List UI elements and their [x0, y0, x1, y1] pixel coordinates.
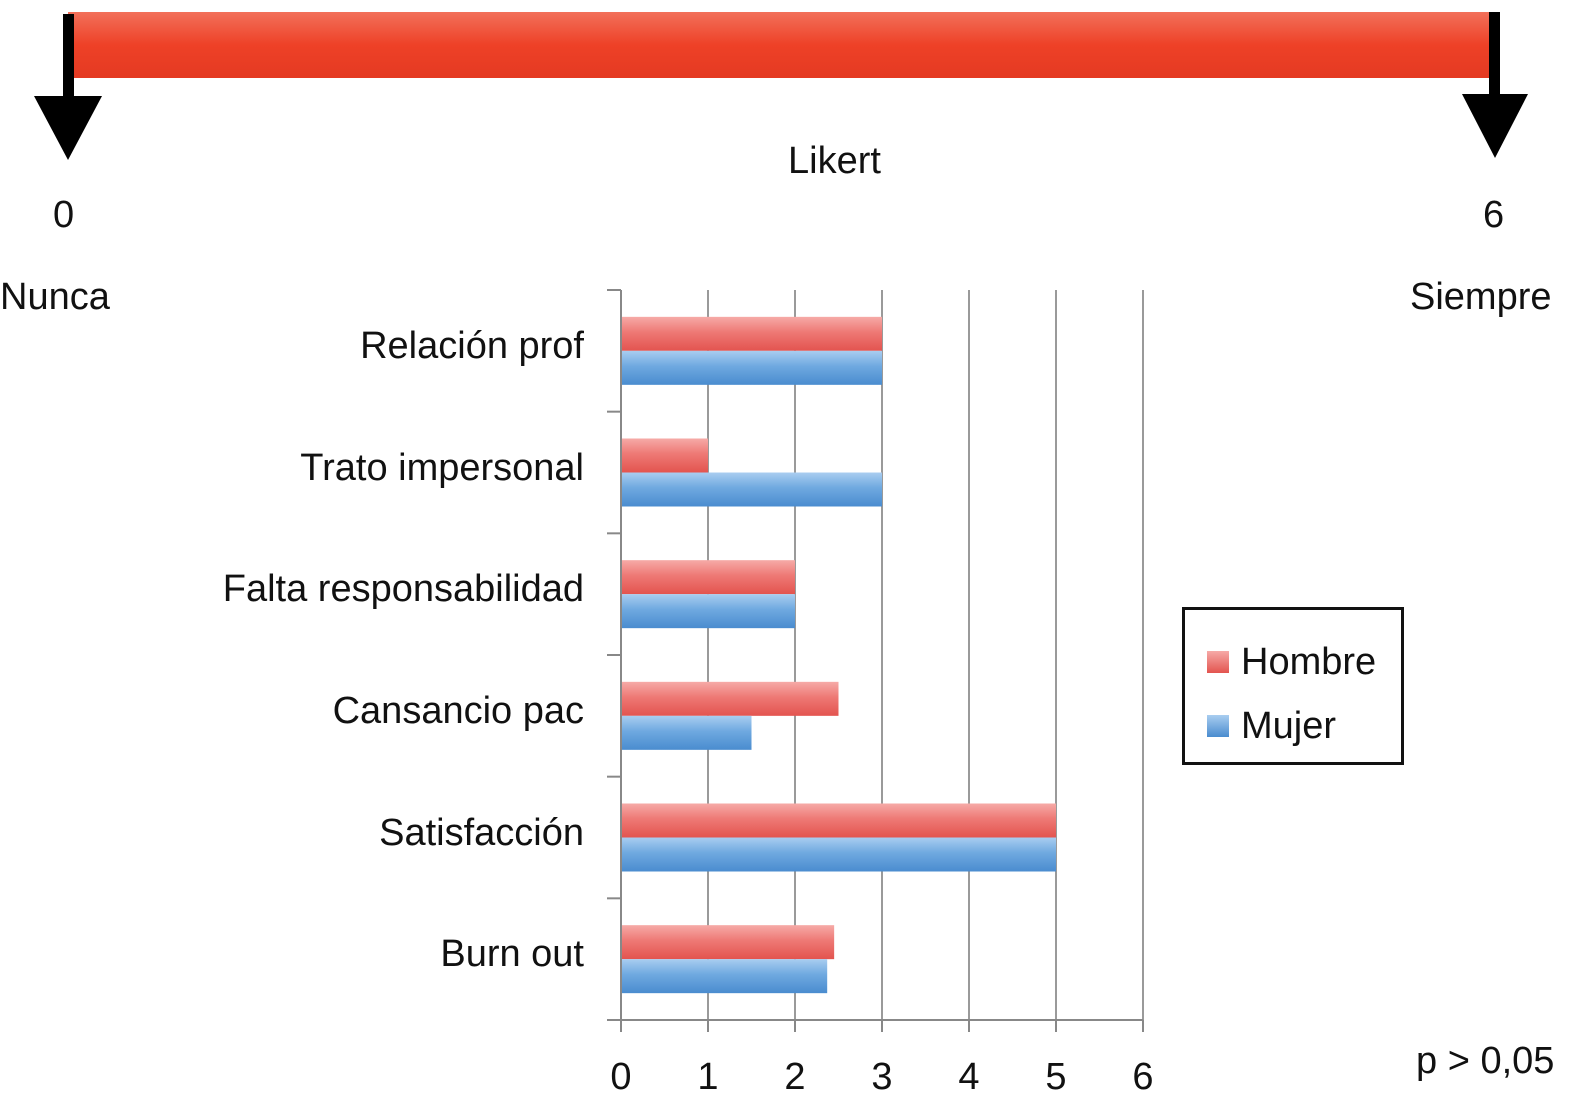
- x-tick-label: 5: [1045, 1056, 1067, 1098]
- legend-swatch-hombre: [1207, 651, 1229, 673]
- significance-note: p > 0,05: [1416, 1040, 1555, 1082]
- scale-max-label: Siempre: [1410, 276, 1552, 318]
- x-tick-label: 1: [697, 1056, 719, 1098]
- scale-max-value: 6: [1483, 194, 1505, 236]
- likert-title: Likert: [788, 140, 881, 182]
- bar-mujer-4: [621, 837, 1056, 872]
- legend-item-hombre: Hombre: [1207, 642, 1376, 682]
- x-tick-label: 0: [610, 1056, 632, 1098]
- likert-scale-bar: [68, 12, 1496, 78]
- bar-mujer-3: [621, 715, 752, 750]
- scale-min-value: 0: [53, 194, 75, 236]
- category-label: Trato impersonal: [300, 446, 584, 489]
- bar-hombre-2: [621, 560, 795, 595]
- bar-mujer-2: [621, 594, 795, 629]
- category-label: Burn out: [440, 933, 584, 976]
- bar-mujer-5: [621, 959, 828, 994]
- bar-hombre-5: [621, 925, 835, 960]
- bar-hombre-0: [621, 316, 882, 351]
- left-arrow-icon: [34, 14, 102, 160]
- x-tick-label: 2: [784, 1056, 806, 1098]
- legend-label-hombre: Hombre: [1241, 641, 1377, 683]
- bar-hombre-3: [621, 681, 839, 716]
- category-label: Satisfacción: [379, 811, 584, 854]
- legend: Hombre Mujer: [1182, 607, 1404, 765]
- x-tick-label: 4: [958, 1056, 980, 1098]
- legend-label-mujer: Mujer: [1241, 705, 1337, 747]
- legend-swatch-mujer: [1207, 715, 1229, 737]
- category-label: Relación prof: [360, 324, 584, 367]
- likert-scale-graphic: [34, 12, 1528, 160]
- category-label: Cansancio pac: [332, 689, 584, 732]
- bar-hombre-4: [621, 803, 1056, 838]
- x-tick-label: 6: [1132, 1056, 1154, 1098]
- x-tick-label: 3: [871, 1056, 893, 1098]
- right-arrow-icon: [1462, 12, 1528, 158]
- bar-hombre-1: [621, 438, 708, 473]
- bar-mujer-1: [621, 472, 882, 507]
- bar-mujer-0: [621, 350, 882, 385]
- category-label: Falta responsabilidad: [222, 568, 584, 611]
- legend-item-mujer: Mujer: [1207, 706, 1336, 746]
- scale-min-label: Nunca: [0, 276, 110, 318]
